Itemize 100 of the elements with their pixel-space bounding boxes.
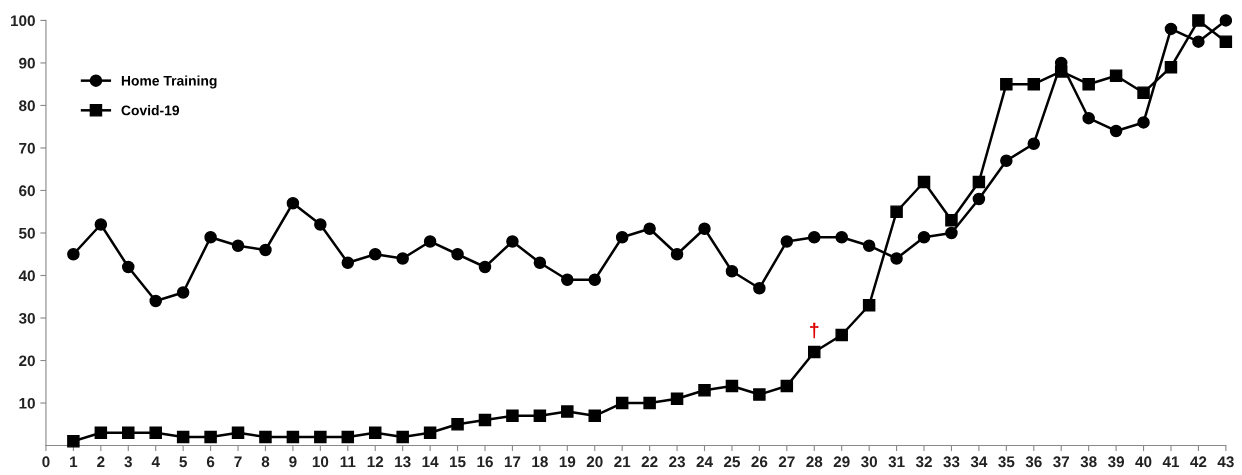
point: [1082, 111, 1095, 125]
x-tick-label: 18: [532, 456, 548, 468]
x-tick-label: 32: [915, 456, 932, 468]
x-tick-label: 11: [340, 456, 356, 468]
point: [561, 405, 574, 418]
point: [1219, 35, 1233, 48]
point: [808, 345, 821, 359]
y-tick-label: 90: [19, 57, 35, 69]
point: [835, 230, 848, 244]
point: [1192, 14, 1205, 27]
point: [533, 256, 547, 269]
x-tick-label: 12: [367, 456, 384, 468]
point: [204, 430, 217, 444]
x-tick-label: 10: [312, 456, 329, 468]
point: [259, 430, 272, 444]
point: [478, 413, 492, 427]
x-tick-label: 3: [124, 456, 132, 468]
point: [286, 430, 300, 444]
x-tick-label: 8: [261, 456, 270, 468]
x-tick-label: 41: [1162, 456, 1180, 468]
point: [615, 396, 629, 410]
point: [423, 235, 437, 248]
point: [670, 247, 684, 261]
point: [122, 260, 135, 274]
point: [1082, 77, 1095, 91]
point: [368, 426, 382, 440]
point: [341, 256, 355, 269]
point: [451, 247, 464, 261]
x-tick-label: 4: [151, 456, 160, 468]
x-tick-label: 42: [1190, 456, 1207, 468]
point: [1164, 60, 1178, 74]
point: [506, 409, 519, 423]
point: [1000, 154, 1013, 167]
point: [1219, 14, 1233, 27]
point: [643, 396, 656, 410]
point: [533, 409, 547, 423]
x-tick-label: 40: [1135, 456, 1152, 468]
x-tick-label: 19: [559, 456, 576, 468]
y-tick-label: 10: [19, 397, 35, 409]
x-tick-label: 35: [998, 456, 1015, 468]
point: [917, 175, 931, 189]
legend-label: Covid-19: [121, 105, 180, 116]
point: [890, 205, 903, 218]
x-tick-label: 5: [179, 456, 187, 468]
point: [67, 435, 80, 448]
x-tick-label: 26: [751, 456, 768, 468]
point: [176, 286, 190, 299]
x-tick-label: 27: [778, 456, 795, 468]
point: [396, 430, 409, 444]
point: [725, 379, 739, 393]
point: [259, 243, 272, 257]
y-tick-label: 40: [18, 270, 35, 282]
x-tick-label: 7: [234, 456, 242, 468]
point: [972, 175, 986, 189]
point: [368, 247, 382, 261]
point: [1137, 86, 1150, 99]
point: [1109, 124, 1123, 138]
x-tick-label: 0: [42, 456, 50, 468]
point: [1054, 65, 1068, 78]
y-tick-label: 80: [19, 100, 35, 112]
point: [1000, 77, 1013, 91]
x-tick-label: 6: [206, 456, 215, 468]
x-tick-label: 20: [586, 456, 603, 468]
point: [1027, 77, 1041, 91]
point: [506, 235, 519, 248]
point: [588, 273, 601, 287]
point: [862, 299, 876, 312]
x-tick-label: 39: [1107, 456, 1125, 468]
point: [1192, 35, 1205, 48]
x-tick-label: 22: [641, 456, 658, 468]
x-tick-label: 30: [861, 456, 878, 468]
point: [780, 235, 794, 248]
point: [808, 230, 821, 244]
point: [341, 430, 355, 444]
x-tick-label: 28: [806, 456, 823, 468]
x-tick-label: 15: [450, 456, 466, 468]
point: [478, 260, 492, 274]
x-tick-label: 29: [833, 456, 850, 468]
point: [149, 426, 162, 440]
y-tick-label: 50: [19, 227, 35, 239]
point: [945, 213, 958, 227]
point: [176, 430, 190, 444]
point: [588, 409, 601, 423]
point: [753, 282, 766, 295]
point: [423, 426, 437, 440]
point: [670, 392, 684, 406]
point: [862, 239, 876, 252]
point: [204, 230, 217, 244]
x-tick-label: 21: [614, 456, 631, 468]
point: [94, 218, 108, 231]
point: [231, 239, 245, 252]
y-tick-label: 30: [18, 312, 35, 324]
point: [835, 328, 848, 342]
x-tick-label: 36: [1025, 456, 1042, 468]
x-tick-label: 23: [669, 456, 686, 468]
point: [67, 247, 80, 261]
legend-label: Home Training: [121, 75, 217, 89]
point: [314, 430, 327, 444]
point: [725, 264, 739, 278]
point: [94, 426, 108, 440]
